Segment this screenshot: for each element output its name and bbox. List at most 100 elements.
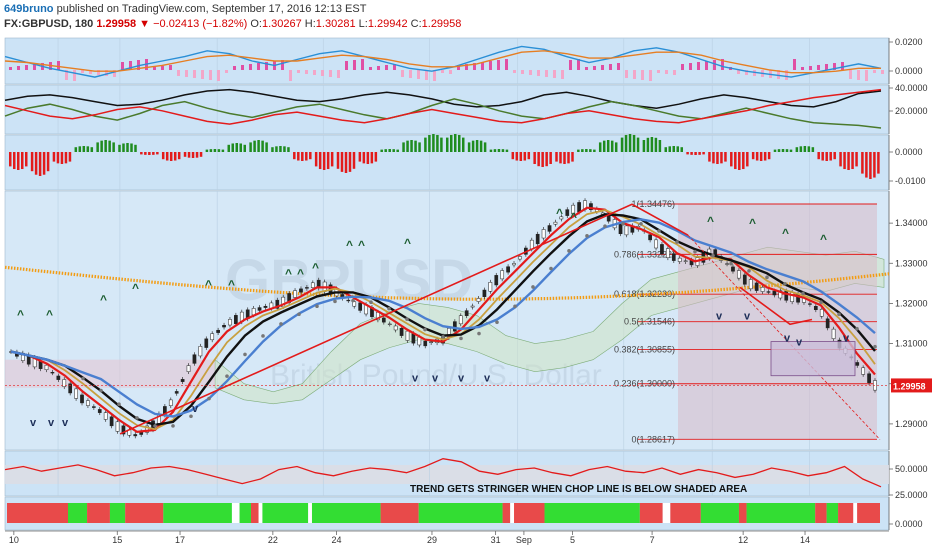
- open-value: 1.30267: [261, 18, 302, 30]
- fractal-up-marker: ^: [132, 281, 139, 295]
- histogram-bar: [74, 147, 78, 152]
- candle-body: [748, 279, 753, 290]
- histogram-bar: [803, 146, 807, 152]
- oscillator-1-bar: [417, 70, 420, 79]
- histogram-bar: [380, 149, 383, 152]
- histogram-bar: [297, 152, 300, 161]
- fib-level-label: 0.382(1.30855): [614, 344, 675, 354]
- oscillator-1-bar: [697, 62, 700, 70]
- candle-body: [299, 288, 303, 293]
- last-price-tag: [891, 378, 932, 393]
- chart-canvas[interactable]: 0.0200 0.0000 40.0000 20.0000 0.0000 -0.0100 G…: [0, 34, 932, 550]
- slow-blue-ma-line: [10, 218, 876, 418]
- candle-body: [618, 223, 623, 235]
- x-axis-label: 14: [800, 535, 810, 545]
- low-label: L:: [358, 18, 368, 30]
- price-tick-label: 1.31000: [895, 339, 928, 349]
- histogram-bar: [734, 152, 737, 170]
- oscillator-1-bar: [601, 65, 604, 70]
- oscillator-1-bar: [793, 59, 796, 70]
- fractal-up-marker: ^: [404, 236, 411, 250]
- dotted-ma-point: [675, 240, 679, 244]
- histogram-bar: [9, 152, 12, 167]
- histogram-bar: [396, 149, 399, 152]
- histogram-bar: [118, 144, 121, 152]
- histogram-bar: [384, 149, 387, 152]
- candle-body: [133, 434, 138, 437]
- histogram-bar: [235, 143, 238, 152]
- histogram-bar: [541, 152, 544, 167]
- oscillator-1-bar: [9, 67, 12, 70]
- candle-body: [387, 323, 392, 325]
- dotted-ma-point: [369, 300, 373, 305]
- histogram-bar: [620, 137, 624, 152]
- histogram-bar: [555, 152, 558, 162]
- histogram-bar: [156, 152, 159, 155]
- oscillator-1-bar: [641, 70, 644, 80]
- histogram-bar: [221, 149, 225, 152]
- candle-body: [452, 321, 457, 332]
- oscillator-1-bar: [777, 70, 780, 79]
- histogram-bar: [567, 152, 570, 164]
- histogram-bar: [140, 152, 143, 155]
- trend-bar-segment: [826, 503, 839, 523]
- dotted-ma-point: [639, 221, 643, 226]
- histogram-bar: [370, 152, 374, 164]
- oscillator-1-bar: [569, 60, 572, 70]
- oscillator-1-bar: [481, 62, 484, 70]
- histogram-bar: [86, 146, 90, 152]
- candle-body: [677, 257, 682, 262]
- dotted-ma-point: [387, 306, 391, 311]
- candle-body: [571, 204, 576, 215]
- fractal-down-marker: v: [458, 373, 465, 385]
- trend-bar-segment: [380, 503, 419, 523]
- low-value: 1.29942: [367, 18, 408, 30]
- histogram-bar: [134, 144, 137, 152]
- oscillator-1-bar: [409, 70, 412, 78]
- histogram-bar: [330, 152, 334, 167]
- oscillator-1-line: [4, 45, 882, 78]
- histogram-bar: [293, 152, 296, 160]
- oscillator-1-bar: [809, 66, 812, 70]
- dotted-ma-point: [657, 229, 661, 233]
- candle-body: [861, 367, 866, 375]
- histogram-bar: [352, 152, 356, 169]
- candle-body: [97, 409, 102, 413]
- fractal-down-marker: v: [716, 310, 723, 322]
- oscillator-1-bar: [873, 70, 876, 73]
- histogram-bar: [187, 152, 191, 158]
- dotted-ma-point: [783, 281, 787, 286]
- author-link[interactable]: 649bruno: [4, 3, 54, 15]
- candle-body: [535, 233, 540, 245]
- oscillator-1-bar: [257, 63, 260, 70]
- histogram-bar: [642, 140, 646, 152]
- dmi-tick-label: 40.0000: [895, 83, 928, 93]
- oscillator-1-bar: [521, 70, 524, 74]
- oscillator-1-bar: [529, 70, 532, 75]
- histogram-bar: [239, 143, 242, 152]
- oscillator-1-bar: [217, 70, 220, 81]
- histogram-bar: [279, 146, 282, 152]
- dotted-ma-point: [207, 396, 211, 401]
- candle-body: [512, 263, 516, 266]
- dotted-ma-point: [873, 344, 877, 349]
- oscillator-1-bar: [361, 59, 364, 70]
- histogram-bar: [537, 152, 540, 167]
- candle-body: [281, 296, 286, 307]
- candle-body: [808, 303, 812, 305]
- x-axis-label: 29: [427, 535, 437, 545]
- oscillator-1-bar: [561, 70, 564, 79]
- dotted-ma-point: [477, 331, 481, 336]
- histogram-bar: [777, 149, 781, 152]
- dotted-ma-point: [729, 261, 733, 266]
- histogram-bar: [843, 152, 846, 170]
- histogram-bar: [515, 152, 519, 161]
- candle-body: [346, 299, 351, 302]
- histogram-bar: [811, 147, 815, 152]
- histogram-bar: [712, 152, 715, 164]
- histogram-bar: [658, 140, 662, 152]
- candle-body: [62, 379, 67, 387]
- oscillator-1-bar: [849, 70, 852, 79]
- oscillator-1-bar: [865, 70, 868, 81]
- oscillator-1-bar: [33, 64, 36, 70]
